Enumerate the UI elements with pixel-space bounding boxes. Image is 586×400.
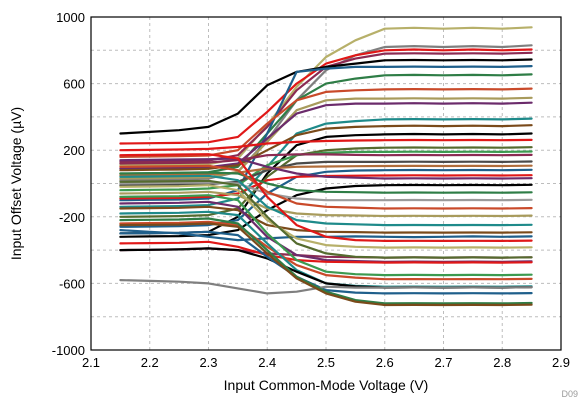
series-line-17 [119,153,533,165]
y-tick-label: 600 [63,77,85,92]
series-line-31 [119,153,533,242]
series-line-25 [119,181,533,202]
x-tick-label: 2.2 [141,355,159,370]
x-tick-label: 2.5 [317,355,335,370]
x-tick-label: 2.7 [434,355,452,370]
series-line-16 [119,150,533,192]
series-line-14 [119,138,533,152]
x-tick-label: 2.3 [199,355,217,370]
series-line-11 [119,117,533,208]
series-line-10 [119,101,533,170]
figure-id: D09 [561,389,578,399]
series-line-1 [119,26,533,167]
x-axis-label: Input Common-Mode Voltage (V) [224,377,429,393]
y-axis-label: Input Offset Voltage (µV) [8,107,24,260]
series-line-42 [119,279,533,295]
series-line-19 [119,164,533,177]
plot-frame [90,16,562,351]
x-tick-label: 2.9 [552,355,570,370]
series-line-12 [119,124,533,172]
series-line-36 [119,240,533,264]
series-line-2 [119,44,533,182]
series-line-8 [119,87,533,158]
series-line-28 [119,174,533,227]
series-line-3 [119,48,533,145]
series-lines [119,26,533,307]
series-line-41 [119,230,533,295]
y-tick-label: -1000 [52,343,85,358]
series-line-34 [119,179,533,259]
series-line-44 [119,222,533,307]
series-line-20 [119,168,533,228]
series-line-29 [119,205,533,234]
series-line-5 [119,58,533,135]
x-tick-label: 2.1 [82,355,100,370]
y-tick-label: -600 [59,276,85,291]
y-tick-label: 200 [63,143,85,158]
series-line-7 [119,64,533,202]
series-line-22 [119,157,533,180]
series-line-15 [119,146,533,218]
series-line-37 [119,194,533,277]
series-line-23 [119,183,533,238]
x-tick-label: 2.4 [258,355,276,370]
series-line-38 [119,220,533,281]
series-line-27 [119,190,533,218]
series-line-9 [119,96,533,180]
series-line-18 [119,160,533,187]
x-tick-label: 2.6 [376,355,394,370]
series-line-32 [119,184,533,249]
series-line-26 [119,164,533,210]
y-tick-label: -200 [59,210,85,225]
series-line-24 [119,171,533,194]
x-tick-label: 2.8 [493,355,511,370]
tick-labels: 2.1 2.2 2.3 2.4 2.5 2.6 2.7 2.8 2.9 1000 600 200 -20… [52,10,570,370]
y-tick-label: 1000 [56,10,85,25]
series-line-43 [119,217,533,305]
